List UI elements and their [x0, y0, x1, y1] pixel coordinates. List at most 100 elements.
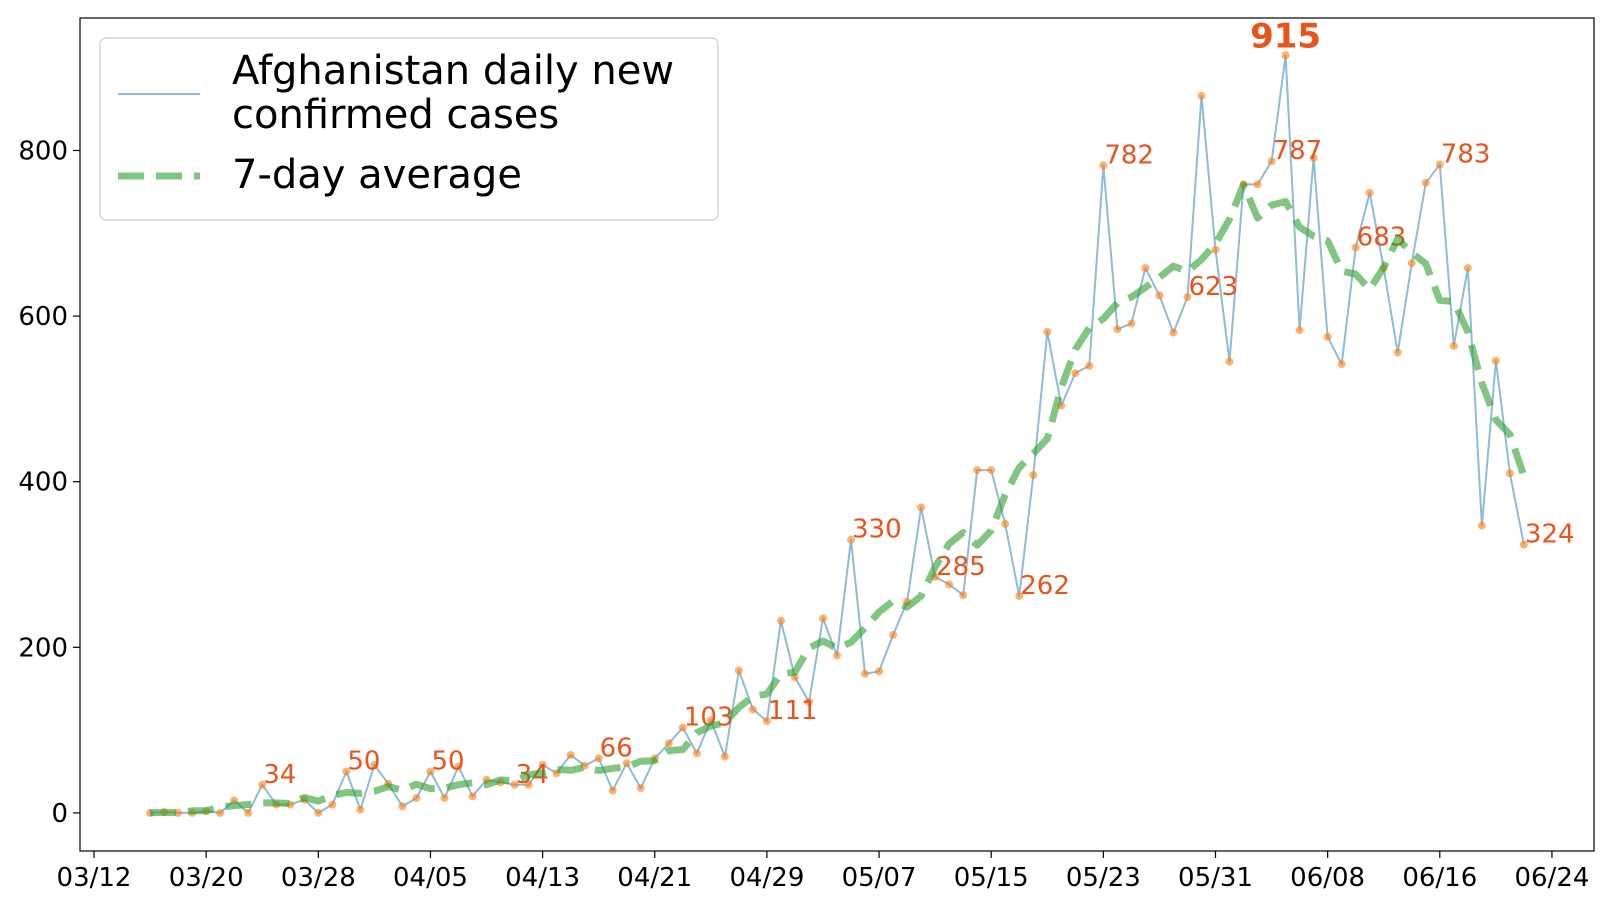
data-point: [1491, 356, 1500, 365]
data-point: [987, 466, 996, 475]
data-point: [1351, 243, 1360, 252]
data-point: [1071, 369, 1080, 378]
data-point: [258, 780, 267, 789]
x-tick-label: 05/23: [1066, 863, 1141, 893]
data-point: [678, 723, 687, 732]
x-tick-label: 04/29: [729, 863, 804, 893]
average-line: [150, 181, 1528, 817]
data-point: [1141, 264, 1150, 273]
data-point: [412, 794, 421, 803]
data-point: [426, 767, 435, 776]
x-tick-label: 06/24: [1514, 863, 1589, 893]
data-point: [454, 762, 463, 771]
data-point: [1043, 327, 1052, 336]
data-point: [468, 792, 477, 801]
data-point: [244, 808, 253, 817]
value-label: 783: [1441, 140, 1491, 170]
value-label: 50: [431, 747, 464, 777]
data-point: [1365, 188, 1374, 197]
data-point: [1169, 328, 1178, 337]
data-point: [889, 630, 898, 639]
data-point: [538, 760, 547, 769]
data-point: [622, 759, 631, 768]
value-label: 787: [1273, 136, 1323, 166]
data-point: [748, 705, 757, 714]
data-point: [664, 739, 673, 748]
data-point: [1281, 51, 1290, 60]
data-point: [762, 716, 771, 725]
data-point: [524, 780, 533, 789]
data-point: [1267, 157, 1276, 166]
y-tick-label: 400: [18, 468, 68, 498]
value-label: 623: [1188, 272, 1238, 302]
data-point: [945, 580, 954, 589]
x-tick-label: 04/05: [393, 863, 468, 893]
data-point: [1421, 178, 1430, 187]
value-label: 262: [1020, 571, 1070, 601]
data-point: [804, 697, 813, 706]
data-point: [1001, 519, 1010, 528]
data-point: [1225, 357, 1234, 366]
data-point: [1435, 160, 1444, 169]
data-point: [342, 767, 351, 776]
data-point: [1155, 291, 1164, 300]
data-point: [875, 667, 884, 676]
legend-label: 7-day average: [232, 152, 522, 198]
data-point: [216, 808, 225, 817]
data-point: [1407, 259, 1416, 268]
x-tick-label: 03/20: [169, 863, 244, 893]
data-point: [510, 780, 519, 789]
x-tick-label: 06/08: [1290, 863, 1365, 893]
x-tick-label: 06/16: [1402, 863, 1477, 893]
value-label: 330: [852, 515, 902, 545]
value-label: 50: [347, 747, 380, 777]
data-point: [833, 651, 841, 660]
x-tick-label: 04/13: [505, 863, 580, 893]
data-point: [1519, 540, 1528, 549]
data-point: [959, 591, 968, 600]
data-point: [776, 616, 785, 625]
y-tick-label: 0: [51, 799, 68, 829]
data-point: [1183, 293, 1192, 302]
value-label: 34: [263, 760, 296, 790]
data-point: [1197, 91, 1206, 100]
data-point: [917, 503, 926, 512]
data-point: [566, 750, 575, 759]
data-point: [440, 794, 449, 803]
data-point: [608, 786, 617, 795]
data-point: [1477, 521, 1486, 530]
y-tick-label: 200: [18, 633, 68, 663]
legend-box: [99, 37, 719, 221]
data-point: [370, 760, 379, 769]
data-point: [314, 808, 323, 817]
x-tick-label: 05/15: [954, 863, 1029, 893]
data-point: [1505, 469, 1514, 478]
data-point: [973, 466, 982, 475]
data-point: [1099, 161, 1108, 170]
data-point: [356, 805, 365, 814]
x-tick-label: 05/07: [842, 863, 917, 893]
x-tick-label: 04/21: [617, 863, 692, 893]
value-label: 285: [936, 552, 986, 582]
y-tick-label: 600: [18, 302, 68, 332]
legend-label: Afghanistan daily new confirmed cases: [232, 48, 674, 138]
data-point: [1337, 360, 1346, 369]
data-point: [1449, 341, 1458, 350]
data-point: [1295, 326, 1304, 335]
x-tick-label: 03/12: [57, 863, 132, 893]
data-point: [1113, 325, 1122, 334]
data-point: [847, 535, 856, 544]
data-point: [734, 666, 743, 675]
data-point: [1463, 264, 1472, 273]
data-point: [398, 802, 407, 811]
data-point: [1323, 332, 1332, 341]
data-point: [1253, 180, 1262, 189]
value-label: 111: [768, 696, 818, 726]
data-point: [1029, 471, 1038, 480]
data-point: [594, 754, 603, 763]
data-point: [1309, 153, 1318, 162]
x-tick-label: 05/31: [1178, 863, 1253, 893]
data-point: [636, 784, 645, 793]
value-label: 324: [1525, 520, 1575, 550]
